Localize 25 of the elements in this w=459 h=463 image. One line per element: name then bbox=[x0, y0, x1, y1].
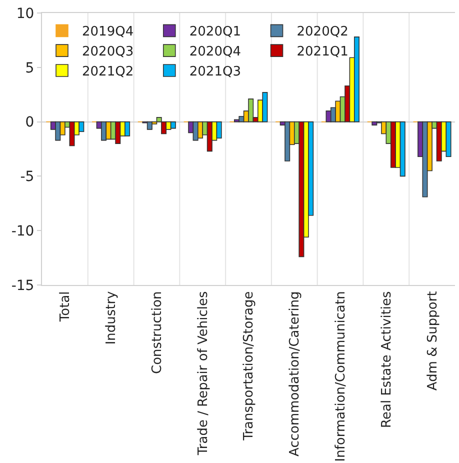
x-tick-label: Accommodation/Catering bbox=[288, 291, 303, 456]
y-tick-label: 0 bbox=[25, 114, 34, 131]
legend-label: 2020Q4 bbox=[189, 44, 241, 60]
bar bbox=[354, 36, 360, 122]
legend-label: 2020Q1 bbox=[189, 24, 241, 40]
x-tick-label: Information/Communicatn bbox=[334, 291, 349, 462]
legend-label: 2021Q1 bbox=[296, 44, 348, 60]
y-tick-label: 5 bbox=[25, 60, 34, 76]
legend-label: 2020Q3 bbox=[82, 44, 134, 60]
legend-label: 2021Q2 bbox=[82, 64, 134, 80]
x-tick-label: Real Estate Activities bbox=[379, 290, 394, 428]
x-tick-label: Transportation/Storage bbox=[242, 291, 257, 442]
x-tick-label: Total bbox=[58, 291, 74, 323]
x-tick-label: Industry bbox=[104, 290, 120, 345]
legend-label: 2019Q4 bbox=[82, 24, 134, 40]
y-tick-label: -10 bbox=[11, 224, 34, 240]
x-tick-label: Trade / Repair of Vehicles bbox=[196, 290, 211, 456]
y-tick-label: -5 bbox=[20, 169, 34, 186]
legend-label: 2020Q2 bbox=[296, 24, 348, 40]
bar bbox=[372, 121, 378, 126]
x-tick-label: Adm & Support bbox=[425, 291, 440, 391]
x-tick-label: Construction bbox=[150, 291, 165, 374]
y-tick-label: 10 bbox=[16, 6, 34, 22]
y-tick-label: -15 bbox=[11, 278, 34, 294]
legend-label: 2021Q3 bbox=[189, 64, 241, 80]
